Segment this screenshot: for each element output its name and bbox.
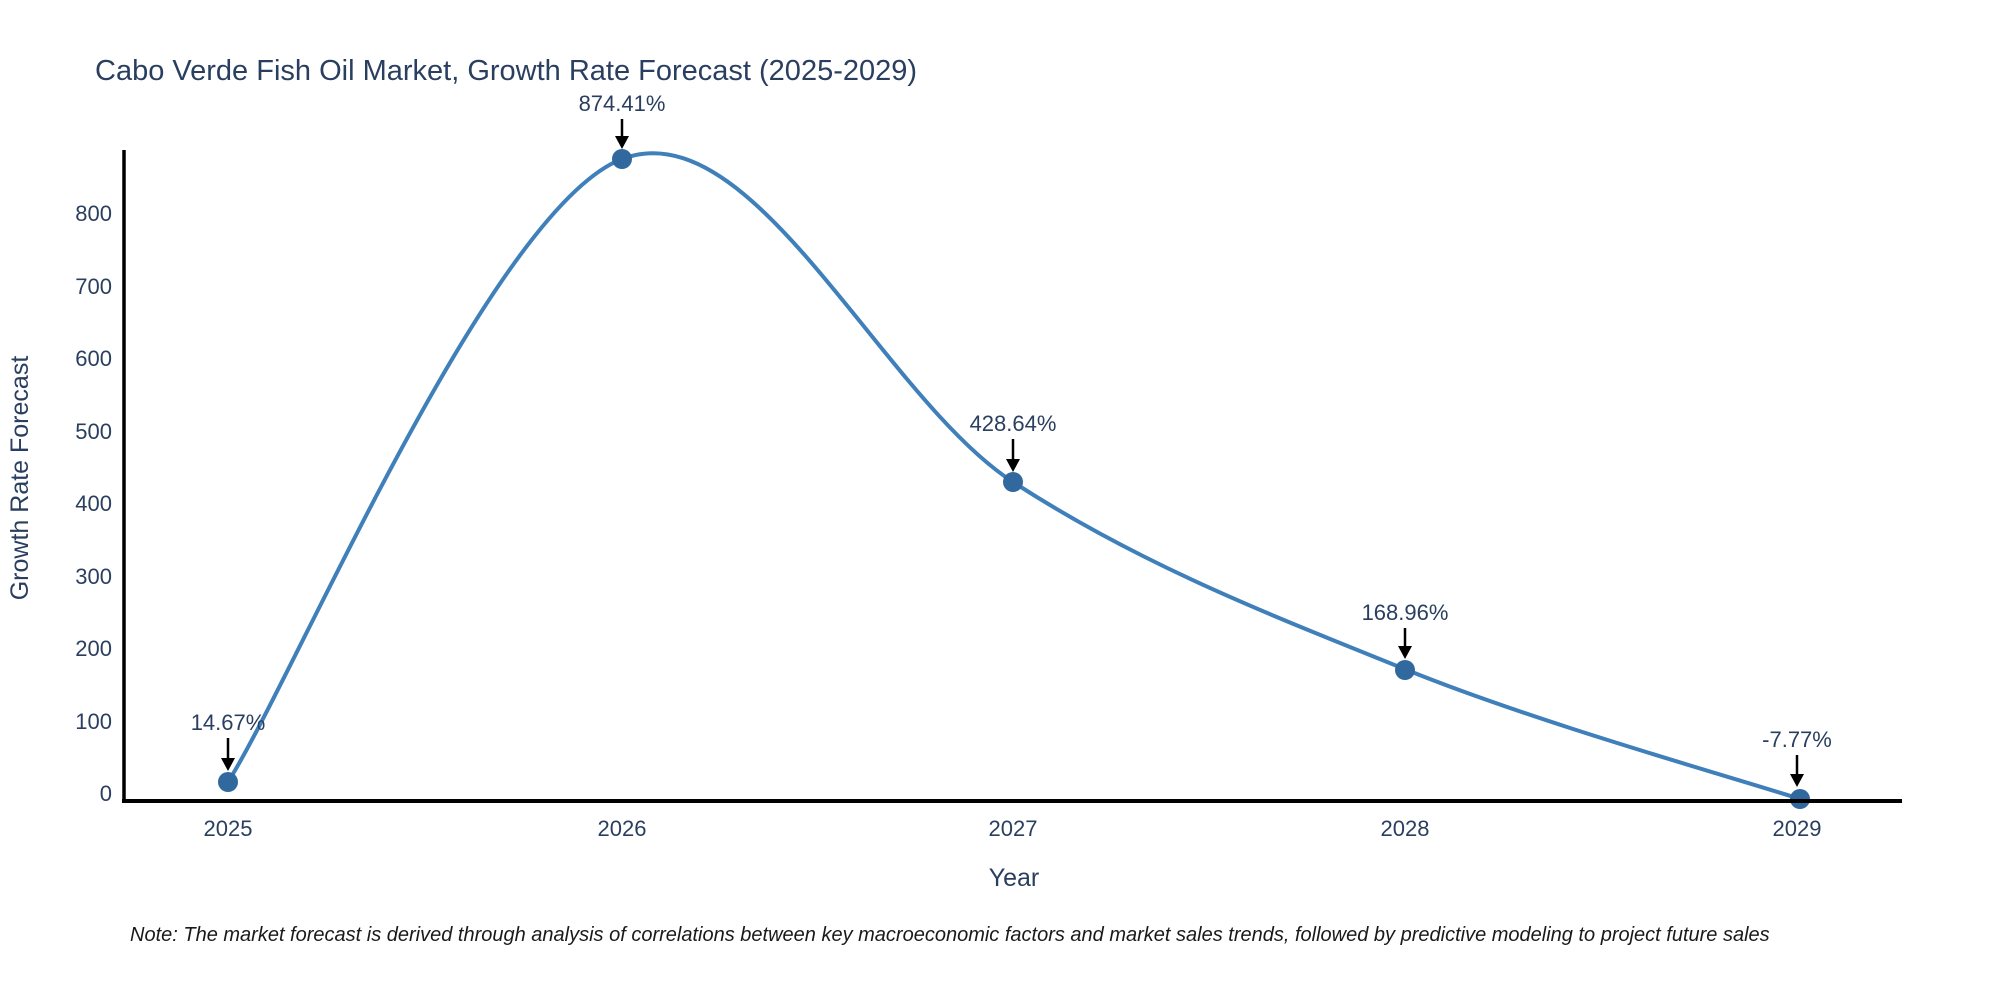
- annotation-2027: 428.64%: [970, 411, 1057, 472]
- x-axis-tick-labels: 2025 2026 2027 2028 2029: [204, 816, 1822, 841]
- annotation-label-2029: -7.77%: [1762, 727, 1832, 752]
- forecast-line-series: [226, 151, 1802, 801]
- x-tick-2026: 2026: [598, 816, 647, 841]
- annotation-arrowhead-2026: [615, 136, 629, 149]
- annotation-2029: -7.77%: [1762, 727, 1832, 787]
- y-tick-0: 0: [100, 781, 112, 806]
- x-tick-2025: 2025: [204, 816, 253, 841]
- x-tick-2029: 2029: [1773, 816, 1822, 841]
- annotation-2025: 14.67%: [191, 710, 266, 771]
- annotation-arrowhead-2027: [1006, 459, 1020, 472]
- y-tick-800: 800: [75, 201, 112, 226]
- x-tick-2028: 2028: [1381, 816, 1430, 841]
- annotation-arrowhead-2028: [1398, 646, 1412, 659]
- y-axis-tick-labels: 0 100 200 300 400 500 600 700 800: [75, 201, 112, 806]
- y-tick-600: 600: [75, 346, 112, 371]
- data-point-markers: [218, 149, 1810, 809]
- y-tick-500: 500: [75, 419, 112, 444]
- annotation-label-2027: 428.64%: [970, 411, 1057, 436]
- data-point-2025: [218, 772, 238, 792]
- footnote: Note: The market forecast is derived thr…: [130, 924, 1770, 946]
- y-tick-100: 100: [75, 709, 112, 734]
- annotation-label-2026: 874.41%: [579, 91, 666, 116]
- y-tick-200: 200: [75, 636, 112, 661]
- data-point-2027: [1003, 472, 1023, 492]
- y-tick-400: 400: [75, 491, 112, 516]
- annotation-arrowhead-2025: [221, 758, 235, 771]
- y-tick-700: 700: [75, 274, 112, 299]
- y-axis-title: Growth Rate Forecast: [6, 356, 34, 601]
- data-point-2028: [1395, 660, 1415, 680]
- annotation-2028: 168.96%: [1362, 600, 1449, 659]
- annotation-2026: 874.41%: [579, 91, 666, 149]
- y-tick-300: 300: [75, 564, 112, 589]
- chart-title: Cabo Verde Fish Oil Market, Growth Rate …: [95, 55, 917, 87]
- annotation-label-2025: 14.67%: [191, 710, 266, 735]
- annotation-arrowhead-2029: [1790, 774, 1804, 787]
- x-axis-title: Year: [989, 864, 1040, 892]
- annotation-label-2028: 168.96%: [1362, 600, 1449, 625]
- data-point-2026: [612, 149, 632, 169]
- x-tick-2027: 2027: [989, 816, 1038, 841]
